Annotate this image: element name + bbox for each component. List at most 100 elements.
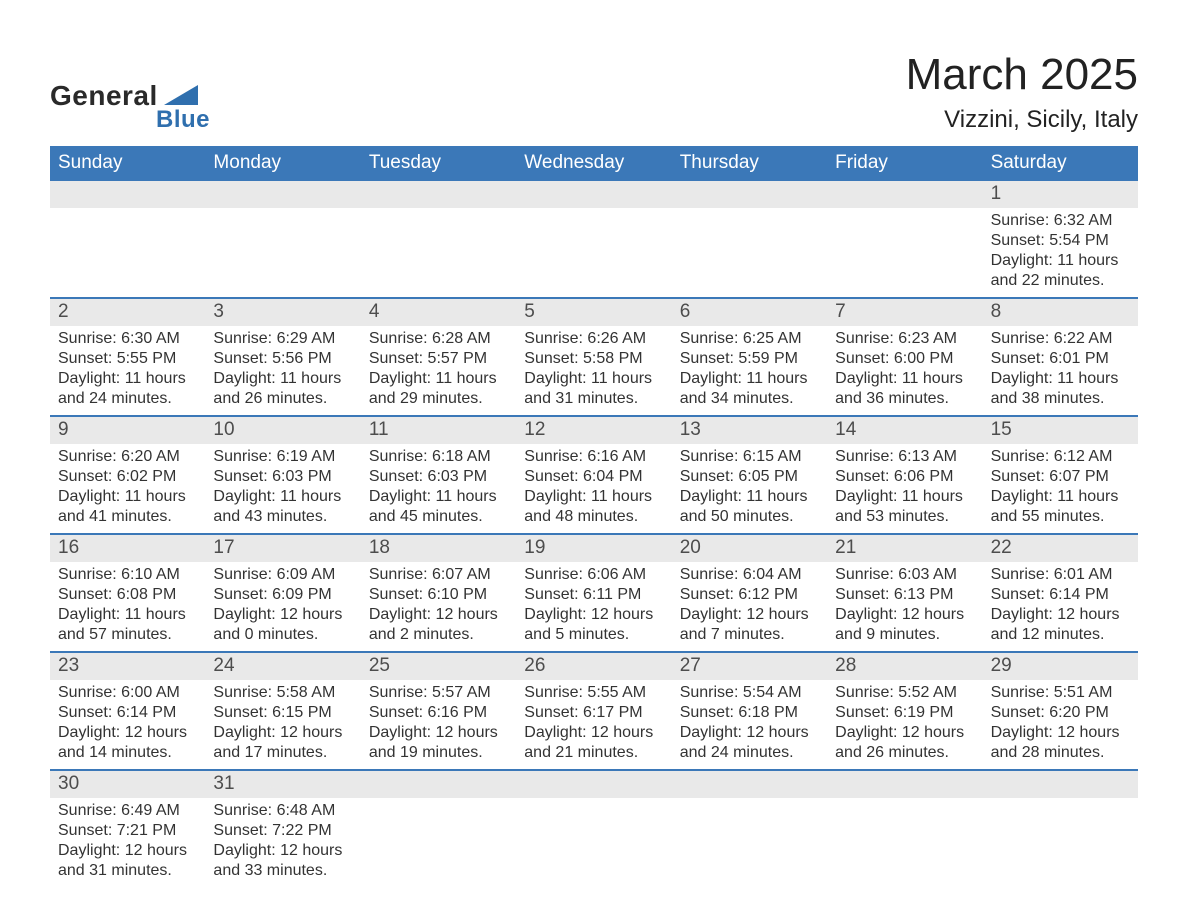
sunset-text: Sunset: 6:13 PM xyxy=(835,585,976,605)
day-cell xyxy=(672,798,827,887)
weeks-container: 1Sunrise: 6:32 AMSunset: 5:54 PMDaylight… xyxy=(50,181,1138,887)
daylight-text: Daylight: 12 hours and 17 minutes. xyxy=(213,723,354,763)
day-cell: Sunrise: 6:22 AMSunset: 6:01 PMDaylight:… xyxy=(983,326,1138,415)
day-cell: Sunrise: 6:49 AMSunset: 7:21 PMDaylight:… xyxy=(50,798,205,887)
day-cell: Sunrise: 6:03 AMSunset: 6:13 PMDaylight:… xyxy=(827,562,982,651)
title-block: March 2025 Vizzini, Sicily, Italy xyxy=(906,50,1138,134)
day-number-strip: 9101112131415 xyxy=(50,417,1138,444)
day-cell: Sunrise: 6:13 AMSunset: 6:06 PMDaylight:… xyxy=(827,444,982,533)
calendar-grid: Sunday Monday Tuesday Wednesday Thursday… xyxy=(50,146,1138,887)
day-number: 13 xyxy=(672,417,827,444)
daylight-text: Daylight: 12 hours and 21 minutes. xyxy=(524,723,665,763)
day-number: 14 xyxy=(827,417,982,444)
day-cell xyxy=(361,208,516,297)
daylight-text: Daylight: 11 hours and 43 minutes. xyxy=(213,487,354,527)
sunrise-text: Sunrise: 6:13 AM xyxy=(835,447,976,467)
sunrise-text: Sunrise: 5:51 AM xyxy=(991,683,1132,703)
sunset-text: Sunset: 6:09 PM xyxy=(213,585,354,605)
daylight-text: Daylight: 12 hours and 33 minutes. xyxy=(213,841,354,881)
sunrise-text: Sunrise: 6:04 AM xyxy=(680,565,821,585)
sunset-text: Sunset: 6:06 PM xyxy=(835,467,976,487)
sunset-text: Sunset: 6:20 PM xyxy=(991,703,1132,723)
sunrise-text: Sunrise: 5:57 AM xyxy=(369,683,510,703)
sunrise-text: Sunrise: 6:28 AM xyxy=(369,329,510,349)
weekday-monday: Monday xyxy=(205,146,360,181)
sunrise-text: Sunrise: 6:32 AM xyxy=(991,211,1132,231)
week-row: 23242526272829Sunrise: 6:00 AMSunset: 6:… xyxy=(50,653,1138,771)
sunset-text: Sunset: 5:57 PM xyxy=(369,349,510,369)
weekday-saturday: Saturday xyxy=(983,146,1138,181)
weekday-header-row: Sunday Monday Tuesday Wednesday Thursday… xyxy=(50,146,1138,181)
daylight-text: Daylight: 12 hours and 5 minutes. xyxy=(524,605,665,645)
day-number: 17 xyxy=(205,535,360,562)
day-cell: Sunrise: 5:55 AMSunset: 6:17 PMDaylight:… xyxy=(516,680,671,769)
sunrise-text: Sunrise: 6:01 AM xyxy=(991,565,1132,585)
day-cell: Sunrise: 6:28 AMSunset: 5:57 PMDaylight:… xyxy=(361,326,516,415)
sunrise-text: Sunrise: 6:10 AM xyxy=(58,565,199,585)
day-cell: Sunrise: 6:10 AMSunset: 6:08 PMDaylight:… xyxy=(50,562,205,651)
day-number: 10 xyxy=(205,417,360,444)
daylight-text: Daylight: 11 hours and 50 minutes. xyxy=(680,487,821,527)
day-cell: Sunrise: 5:51 AMSunset: 6:20 PMDaylight:… xyxy=(983,680,1138,769)
month-title: March 2025 xyxy=(906,50,1138,100)
location-subtitle: Vizzini, Sicily, Italy xyxy=(906,106,1138,134)
sunrise-text: Sunrise: 6:20 AM xyxy=(58,447,199,467)
sunrise-text: Sunrise: 6:22 AM xyxy=(991,329,1132,349)
daylight-text: Daylight: 11 hours and 24 minutes. xyxy=(58,369,199,409)
day-number: 4 xyxy=(361,299,516,326)
sunrise-text: Sunrise: 6:12 AM xyxy=(991,447,1132,467)
daylight-text: Daylight: 11 hours and 22 minutes. xyxy=(991,251,1132,291)
day-cell: Sunrise: 6:25 AMSunset: 5:59 PMDaylight:… xyxy=(672,326,827,415)
day-cell: Sunrise: 6:18 AMSunset: 6:03 PMDaylight:… xyxy=(361,444,516,533)
day-cell: Sunrise: 6:30 AMSunset: 5:55 PMDaylight:… xyxy=(50,326,205,415)
day-number: 12 xyxy=(516,417,671,444)
day-number: 8 xyxy=(983,299,1138,326)
calendar-page: General Blue March 2025 Vizzini, Sicily,… xyxy=(0,0,1188,918)
day-number: 2 xyxy=(50,299,205,326)
day-number: 11 xyxy=(361,417,516,444)
day-number xyxy=(361,771,516,798)
sunrise-text: Sunrise: 6:23 AM xyxy=(835,329,976,349)
weekday-tuesday: Tuesday xyxy=(361,146,516,181)
weekday-friday: Friday xyxy=(827,146,982,181)
sunset-text: Sunset: 6:03 PM xyxy=(213,467,354,487)
day-number xyxy=(516,771,671,798)
day-cell xyxy=(516,208,671,297)
sunrise-text: Sunrise: 5:52 AM xyxy=(835,683,976,703)
sunrise-text: Sunrise: 6:09 AM xyxy=(213,565,354,585)
day-cell xyxy=(827,798,982,887)
day-cell xyxy=(516,798,671,887)
day-number: 5 xyxy=(516,299,671,326)
day-number: 25 xyxy=(361,653,516,680)
daylight-text: Daylight: 12 hours and 7 minutes. xyxy=(680,605,821,645)
sunset-text: Sunset: 6:08 PM xyxy=(58,585,199,605)
sunset-text: Sunset: 5:54 PM xyxy=(991,231,1132,251)
sunset-text: Sunset: 6:14 PM xyxy=(991,585,1132,605)
weekday-wednesday: Wednesday xyxy=(516,146,671,181)
day-number: 22 xyxy=(983,535,1138,562)
day-cell: Sunrise: 6:29 AMSunset: 5:56 PMDaylight:… xyxy=(205,326,360,415)
sunrise-text: Sunrise: 6:30 AM xyxy=(58,329,199,349)
day-number xyxy=(205,181,360,208)
day-cell: Sunrise: 6:48 AMSunset: 7:22 PMDaylight:… xyxy=(205,798,360,887)
day-cell xyxy=(361,798,516,887)
day-cell: Sunrise: 6:16 AMSunset: 6:04 PMDaylight:… xyxy=(516,444,671,533)
day-number-strip: 1 xyxy=(50,181,1138,208)
daylight-text: Daylight: 11 hours and 31 minutes. xyxy=(524,369,665,409)
sunset-text: Sunset: 6:03 PM xyxy=(369,467,510,487)
daylight-text: Daylight: 12 hours and 9 minutes. xyxy=(835,605,976,645)
day-number: 23 xyxy=(50,653,205,680)
day-cell: Sunrise: 6:07 AMSunset: 6:10 PMDaylight:… xyxy=(361,562,516,651)
sunset-text: Sunset: 7:21 PM xyxy=(58,821,199,841)
daylight-text: Daylight: 12 hours and 2 minutes. xyxy=(369,605,510,645)
sunrise-text: Sunrise: 6:48 AM xyxy=(213,801,354,821)
day-cell: Sunrise: 6:19 AMSunset: 6:03 PMDaylight:… xyxy=(205,444,360,533)
daylight-text: Daylight: 11 hours and 57 minutes. xyxy=(58,605,199,645)
daylight-text: Daylight: 11 hours and 29 minutes. xyxy=(369,369,510,409)
week-row: 9101112131415 Sunrise: 6:20 AM Sunset: 6:0… xyxy=(50,417,1138,535)
day-cell xyxy=(50,208,205,297)
daylight-text: Daylight: 12 hours and 19 minutes. xyxy=(369,723,510,763)
daylight-text: Daylight: 12 hours and 31 minutes. xyxy=(58,841,199,881)
sunset-text: Sunset: 5:58 PM xyxy=(524,349,665,369)
header-row: General Blue March 2025 Vizzini, Sicily,… xyxy=(50,50,1138,134)
